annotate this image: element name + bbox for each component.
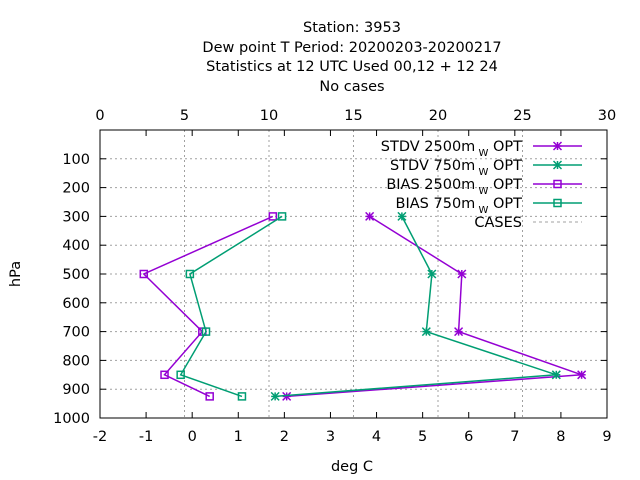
grid (100, 130, 607, 418)
marker-star (551, 370, 561, 380)
marker-square (201, 327, 211, 336)
chart-title: Station: 3953 Dew point T Period: 202002… (202, 20, 501, 95)
marker-star (457, 269, 467, 279)
x2-tick-label: 25 (513, 108, 531, 124)
marker-star (552, 141, 563, 151)
x2-tick-label: 20 (429, 108, 447, 124)
y-tick-label: 400 (62, 238, 90, 254)
legend-label-subscript: W (475, 186, 488, 197)
x-tick-label: -2 (93, 429, 107, 445)
y-tick-label: 200 (62, 181, 90, 197)
y-tick-label: 600 (62, 296, 90, 312)
legend-label: STDV 750m W OPT (390, 158, 522, 178)
marker-square (176, 370, 185, 380)
x2-tick-label: 30 (598, 108, 616, 124)
legend-label-suffix: OPT (488, 139, 522, 155)
title-line-period: Dew point T Period: 20200203-20200217 (202, 40, 501, 56)
x-tick-label: 0 (188, 429, 197, 445)
marker-star (365, 211, 375, 221)
series-group (139, 211, 587, 401)
title-line-station: Station: 3953 (303, 20, 401, 36)
series-2 (139, 212, 278, 401)
y-tick-label: 1000 (53, 411, 90, 427)
x-tick-label: 1 (234, 429, 243, 445)
legend-label-suffix: OPT (488, 196, 522, 212)
marker-square (205, 392, 214, 401)
y-tick-label: 700 (62, 325, 90, 341)
marker-star (577, 370, 587, 380)
marker-square (553, 179, 562, 189)
legend-label-subscript: W (475, 167, 488, 178)
legend-label: BIAS 2500m W OPT (386, 177, 522, 197)
series-0 (282, 211, 587, 401)
title-line-cases: No cases (319, 79, 384, 95)
marker-star (427, 269, 437, 279)
marker-star (552, 160, 563, 170)
series-line (142, 215, 274, 398)
legend-entry-2: BIAS 2500m W OPT (386, 177, 582, 197)
legend-label: BIAS 750m W OPT (396, 196, 523, 216)
y-tick-label: 900 (62, 382, 90, 398)
series-3 (176, 212, 287, 401)
x-tick-label: 2 (280, 429, 289, 445)
x-tick-label: 8 (556, 429, 565, 445)
legend-label-name: STDV 2500m (381, 139, 476, 155)
legend-label-name: CASES (474, 215, 522, 231)
legend-label-name: STDV 750m (390, 158, 475, 174)
x2-tick-label: 5 (180, 108, 189, 124)
axes: -2 -1 0 1 2 3 4 5 6 7 8 9 0 5 10 15 20 25 30 100 200 300 400 50… (53, 108, 616, 445)
marker-square (277, 212, 287, 221)
legend-label-subscript: W (475, 205, 488, 216)
legend-entry-3: BIAS 750m W OPT (396, 196, 582, 216)
x-tick-label: 4 (372, 429, 381, 445)
marker-square (139, 269, 149, 279)
legend-label: CASES (474, 215, 522, 231)
marker-square (185, 269, 195, 279)
marker-star (421, 327, 431, 337)
series-line (179, 215, 283, 398)
x-tick-label: 7 (510, 429, 519, 445)
series-line (286, 215, 582, 398)
x2-tick-label: 15 (344, 108, 362, 124)
x2-tick-label: 0 (95, 108, 104, 124)
legend-label-suffix: OPT (488, 158, 522, 174)
y-tick-label: 300 (62, 209, 90, 225)
x2-tick-label: 10 (260, 108, 278, 124)
x-tick-label: 3 (326, 429, 335, 445)
marker-star (397, 211, 407, 221)
x-tick-label: 5 (418, 429, 427, 445)
y-axis-label: hPa (8, 261, 24, 287)
x-axis-label: deg C (331, 459, 373, 475)
legend-label-subscript: W (475, 148, 488, 159)
series-1 (270, 211, 561, 401)
x-tick-label: 9 (602, 429, 611, 445)
legend-entry-1: STDV 750m W OPT (390, 158, 582, 178)
x-tick-label: -1 (139, 429, 153, 445)
series-line (275, 216, 557, 398)
marker-square (268, 212, 278, 221)
legend-label-name: BIAS 2500m (386, 177, 475, 193)
legend-entry-4: CASES (474, 215, 582, 231)
legend-entry-0: STDV 2500m W OPT (381, 139, 582, 159)
y-tick-label: 500 (62, 267, 90, 283)
y-tick-label: 100 (62, 152, 90, 168)
marker-star (270, 391, 280, 401)
marker-square (237, 392, 247, 401)
marker-star (454, 327, 464, 337)
marker-square (553, 198, 562, 208)
y-tick-label: 800 (62, 353, 90, 369)
legend-label: STDV 2500m W OPT (381, 139, 522, 159)
x-tick-label: 6 (464, 429, 473, 445)
legend-label-name: BIAS 750m (396, 196, 476, 212)
legend-label-suffix: OPT (488, 177, 522, 193)
title-line-statistics: Statistics at 12 UTC Used 00,12 + 12 24 (206, 59, 498, 75)
marker-square (160, 370, 169, 380)
